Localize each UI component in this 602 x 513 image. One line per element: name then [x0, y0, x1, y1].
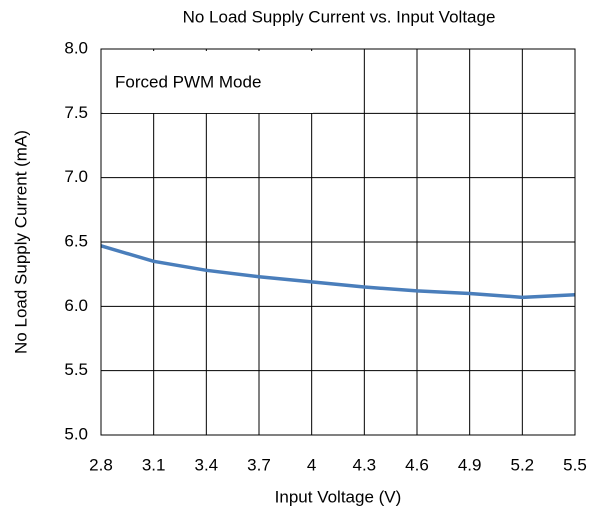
plot-border — [100, 48, 576, 436]
y-tick-label: 6.5 — [64, 231, 88, 250]
x-tick-label: 4.6 — [405, 455, 429, 474]
x-tick-label: 4.3 — [353, 455, 377, 474]
y-tick-label: 5.0 — [64, 424, 88, 443]
x-tick-label: 3.4 — [195, 455, 219, 474]
annotation-box — [103, 51, 313, 113]
y-tick-label: 5.5 — [64, 360, 88, 379]
chart-title: No Load Supply Current vs. Input Voltage — [183, 7, 496, 26]
line — [100, 244, 576, 300]
x-tick-label: 2.8 — [89, 455, 113, 474]
x-tick-label: 3.7 — [247, 455, 271, 474]
y-tick-label: 7.5 — [64, 103, 88, 122]
y-tick-label: 8.0 — [64, 38, 88, 57]
x-tick-label: 5.5 — [563, 455, 587, 474]
x-tick-label: 5.2 — [511, 455, 535, 474]
x-tick-label: 3.1 — [142, 455, 166, 474]
x-tick-label: 4 — [307, 455, 316, 474]
x-axis-label: Input Voltage (V) — [275, 487, 402, 506]
y-tick-label: 6.0 — [64, 296, 88, 315]
y-tick-label: 7.0 — [64, 167, 88, 186]
y-axis-label: No Load Supply Current (mA) — [11, 130, 30, 354]
x-tick-label: 4.9 — [458, 455, 482, 474]
annotation: Forced PWM Mode — [115, 72, 261, 91]
